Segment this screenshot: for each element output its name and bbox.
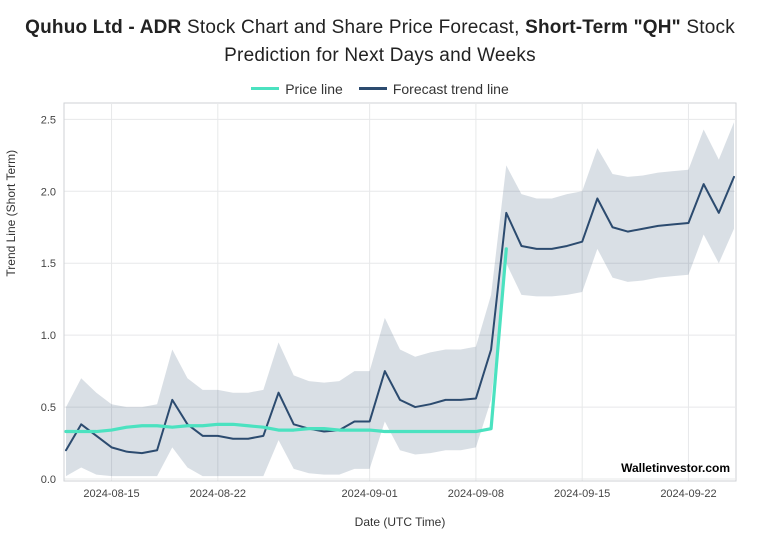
x-axis-label: Date (UTC Time) <box>64 515 736 529</box>
svg-text:2.5: 2.5 <box>41 114 56 126</box>
svg-text:0.0: 0.0 <box>41 474 56 486</box>
svg-text:1.0: 1.0 <box>41 330 56 342</box>
chart-title: Quhuo Ltd - ADR Stock Chart and Share Pr… <box>18 14 742 69</box>
svg-text:0.5: 0.5 <box>41 402 56 414</box>
svg-text:1.5: 1.5 <box>41 258 56 270</box>
legend-swatch <box>251 87 279 90</box>
chart-legend: Price line Forecast trend line <box>18 77 742 97</box>
svg-text:2024-09-08: 2024-09-08 <box>448 488 504 500</box>
svg-text:2024-08-15: 2024-08-15 <box>83 488 139 500</box>
svg-text:2024-09-15: 2024-09-15 <box>554 488 610 500</box>
watermark: Walletinvestor.com <box>621 461 730 475</box>
svg-text:2.0: 2.0 <box>41 186 56 198</box>
y-axis-label: Trend Line (Short Term) <box>4 150 18 277</box>
chart-plot-area: 0.00.51.01.52.02.52024-08-152024-08-2220… <box>64 103 736 481</box>
legend-swatch <box>359 87 387 90</box>
legend-item: Forecast trend line <box>359 81 509 97</box>
svg-text:2024-08-22: 2024-08-22 <box>190 488 246 500</box>
svg-text:2024-09-01: 2024-09-01 <box>341 488 397 500</box>
svg-text:2024-09-22: 2024-09-22 <box>660 488 716 500</box>
legend-label: Forecast trend line <box>393 81 509 97</box>
chart-svg: 0.00.51.01.52.02.52024-08-152024-08-2220… <box>64 103 736 481</box>
legend-item: Price line <box>251 81 343 97</box>
legend-label: Price line <box>285 81 343 97</box>
